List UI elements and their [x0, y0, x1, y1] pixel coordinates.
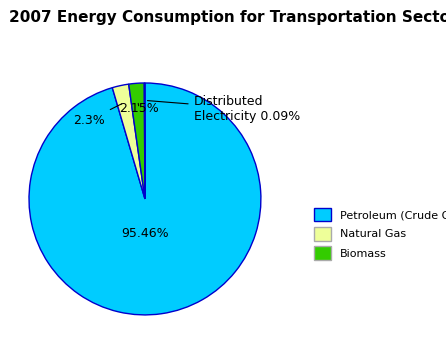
- Text: 2.3%: 2.3%: [74, 104, 122, 127]
- Wedge shape: [112, 84, 145, 199]
- Wedge shape: [29, 83, 261, 315]
- Text: 95.46%: 95.46%: [121, 227, 169, 240]
- Wedge shape: [129, 83, 145, 199]
- Text: Distributed
Electricity 0.09%: Distributed Electricity 0.09%: [148, 94, 300, 122]
- Text: 2007 Energy Consumption for Transportation Sector: 2007 Energy Consumption for Transportati…: [9, 10, 446, 25]
- Legend: Petroleum (Crude Oil), Natural Gas, Biomass: Petroleum (Crude Oil), Natural Gas, Biom…: [310, 203, 446, 264]
- Text: 2.15%: 2.15%: [119, 102, 159, 115]
